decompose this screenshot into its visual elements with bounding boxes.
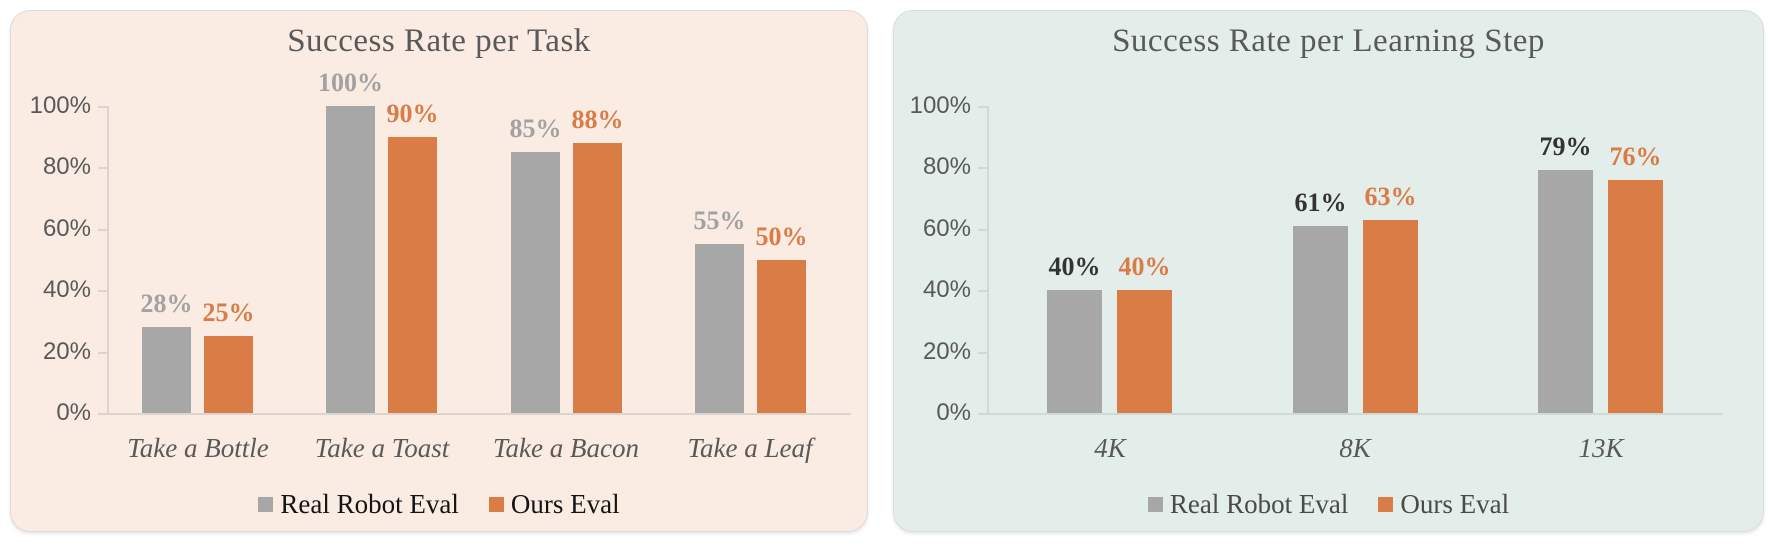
plot-area: 0% 20% 40% 60% 80% 100% 28% 25% Take a Bottle 100…: [11, 11, 867, 531]
chart-panel-success-rate-per-learning-step: Success Rate per Learning Step 0% 20% 40% 6…: [893, 10, 1764, 532]
legend-label: Ours Eval: [1400, 489, 1510, 519]
data-label: 100%: [318, 68, 383, 97]
y-axis-tick: [98, 290, 107, 293]
y-axis-tick: [978, 290, 987, 293]
legend-marker: [258, 496, 274, 512]
legend-marker: [1147, 496, 1163, 512]
y-axis-tick: [98, 351, 107, 354]
category-label: Take a Bottle: [127, 433, 269, 463]
y-axis-tick-label: 20%: [42, 337, 91, 365]
legend-label: Real Robot Eval: [1169, 489, 1349, 519]
y-axis-tick-label: 20%: [922, 337, 971, 365]
chart-title: Success Rate per Learning Step: [1112, 23, 1545, 59]
category-label: 4K: [1094, 433, 1126, 463]
data-label: 90%: [386, 98, 439, 128]
bar-ours-eval: [204, 336, 253, 413]
y-axis-tick: [98, 413, 107, 415]
category-label: 13K: [1578, 433, 1624, 463]
y-axis-tick-label: 100%: [909, 92, 971, 119]
bar-real-robot-eval: [142, 327, 191, 413]
data-label: 79%: [1539, 132, 1592, 162]
data-label: 28%: [140, 289, 193, 319]
plot-area: 0% 20% 40% 60% 80% 100% 40% 40% 4K 61% 63% 8K 79% 76%…: [894, 11, 1763, 531]
data-label: 25%: [202, 298, 255, 328]
bar-real-robot-eval: [511, 152, 560, 413]
bar-real-robot-eval: [1538, 170, 1593, 413]
x-axis-line: [987, 413, 1723, 415]
y-axis-tick: [978, 167, 987, 170]
legend: Real Robot Eval Ours Eval: [894, 489, 1763, 519]
category-label: Take a Leaf: [687, 433, 813, 463]
legend-item: Ours Eval: [488, 489, 620, 519]
bar-real-robot-eval: [326, 106, 375, 413]
data-label: 63%: [1364, 181, 1417, 211]
y-axis-tick: [98, 106, 107, 108]
y-axis-tick: [978, 413, 987, 415]
legend-item: Real Robot Eval: [258, 489, 459, 519]
y-axis-tick: [978, 106, 987, 108]
data-label: 40%: [1118, 252, 1171, 282]
bar-ours-eval: [757, 259, 806, 413]
legend-item: Ours Eval: [1378, 489, 1509, 519]
data-label: 61%: [1294, 187, 1347, 217]
bar-real-robot-eval: [695, 244, 744, 413]
y-axis-tick-label: 40%: [922, 276, 971, 304]
category-label: Take a Bacon: [493, 433, 639, 463]
bar-ours-eval: [1117, 290, 1172, 413]
y-axis-tick-label: 80%: [922, 153, 971, 181]
y-axis-tick-label: 80%: [42, 153, 91, 181]
legend-marker: [1378, 496, 1394, 512]
bar-ours-eval: [573, 142, 622, 413]
y-axis-tick-label: 100%: [29, 92, 91, 119]
category-label: 8K: [1339, 433, 1371, 463]
data-label: 55%: [693, 206, 746, 236]
y-axis-tick: [98, 167, 107, 170]
data-label: 88%: [571, 104, 624, 134]
chart-title: Success Rate per Task: [287, 23, 591, 59]
y-axis-line: [107, 106, 109, 413]
y-axis-tick: [98, 228, 107, 231]
y-axis-tick: [978, 351, 987, 354]
y-axis-tick-label: 60%: [42, 214, 91, 242]
bar-real-robot-eval: [1293, 225, 1348, 413]
x-axis-line: [107, 413, 851, 415]
legend-item: Real Robot Eval: [1147, 489, 1349, 519]
data-label: 40%: [1048, 252, 1101, 282]
bar-ours-eval: [388, 136, 437, 413]
legend-label: Ours Eval: [510, 489, 620, 519]
y-axis-tick-label: 0%: [56, 399, 91, 426]
bar-ours-eval: [1363, 219, 1418, 413]
y-axis-tick: [978, 228, 987, 231]
y-axis-tick-label: 60%: [922, 214, 971, 242]
data-label: 50%: [755, 221, 808, 251]
y-axis-line: [987, 106, 989, 413]
y-axis-tick-label: 40%: [42, 276, 91, 304]
chart-panel-success-rate-per-task: Success Rate per Task 0% 20% 40% 60% 80% 100%…: [10, 10, 868, 532]
legend: Real Robot Eval Ours Eval: [11, 489, 867, 519]
category-label: Take a Toast: [314, 433, 450, 463]
legend-marker: [488, 496, 504, 512]
y-axis-tick-label: 0%: [936, 399, 971, 426]
data-label: 85%: [509, 114, 562, 144]
data-label: 76%: [1609, 141, 1662, 171]
bar-ours-eval: [1608, 179, 1663, 413]
bar-real-robot-eval: [1047, 290, 1102, 413]
legend-label: Real Robot Eval: [280, 489, 459, 519]
